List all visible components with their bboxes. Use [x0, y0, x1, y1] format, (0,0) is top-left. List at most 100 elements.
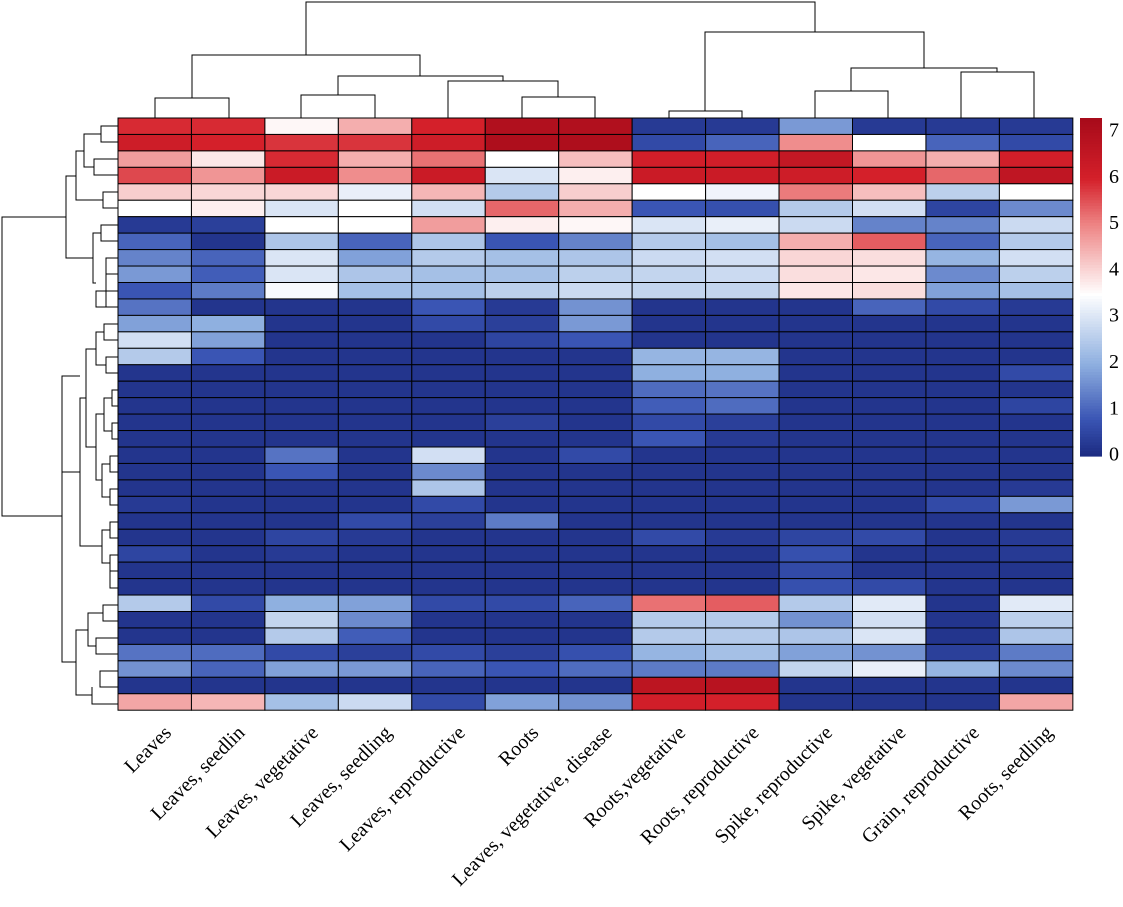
heatmap-cell [117, 528, 192, 547]
heatmap-cell [998, 331, 1074, 349]
heatmap-cell [558, 479, 633, 497]
heatmap-cell [852, 479, 927, 497]
heatmap-cell [558, 446, 633, 464]
colorbar-segment [1080, 233, 1102, 237]
colorbar-segment [1080, 199, 1102, 204]
heatmap-cell [411, 446, 486, 464]
heatmap-cell [190, 512, 266, 530]
colorbar-segment [1080, 250, 1102, 254]
colorbar-segment [1080, 391, 1102, 395]
heatmap-cell [484, 512, 560, 530]
heatmap-cell [631, 462, 707, 481]
heatmap-cell [778, 446, 853, 464]
heatmap-cell [117, 676, 192, 695]
heatmap-cell [778, 331, 853, 349]
heatmap-cell [484, 479, 560, 497]
heatmap-cell [411, 479, 486, 497]
heatmap-cell [264, 627, 339, 645]
colorbar-segment [1080, 157, 1102, 161]
heatmap-cell [337, 676, 413, 695]
heatmap-cell [264, 364, 339, 382]
heatmap-cell [998, 117, 1074, 135]
heatmap-cell [264, 479, 339, 497]
heatmap-cell [631, 430, 707, 448]
colorbar-segment [1080, 126, 1102, 130]
colorbar-tick-label: 7 [1109, 119, 1119, 141]
heatmap-cell [925, 216, 1000, 234]
colorbar-segment [1080, 253, 1102, 257]
heatmap-cell [852, 265, 927, 283]
colorbar-segment [1080, 374, 1102, 378]
heatmap-cell [852, 611, 927, 629]
heatmap-cell [925, 265, 1000, 283]
heatmap-cell [337, 512, 413, 530]
heatmap-cell [925, 594, 1000, 612]
heatmap-cell [925, 479, 1000, 497]
heatmap-cell [998, 611, 1074, 629]
heatmap-cell [852, 594, 927, 612]
colorbar-segment [1080, 334, 1102, 339]
colorbar-segment [1080, 346, 1102, 350]
colorbar-segment [1080, 213, 1102, 218]
heatmap-cell [558, 199, 633, 218]
heatmap-cell [925, 380, 1000, 399]
colorbar-segment [1080, 430, 1102, 435]
colorbar-segment [1080, 402, 1102, 406]
heatmap-cell [705, 364, 780, 382]
heatmap-cell [190, 298, 266, 316]
colorbar-segment [1080, 312, 1102, 316]
heatmap-cell [705, 462, 780, 481]
colorbar-segment [1080, 222, 1102, 226]
heatmap-cell [925, 413, 1000, 432]
heatmap-cell [631, 479, 707, 497]
heatmap-cell [925, 643, 1000, 662]
heatmap-cell [558, 611, 633, 629]
colorbar-segment [1080, 188, 1102, 192]
heatmap-cell [264, 397, 339, 415]
heatmap-cell [117, 347, 192, 366]
heatmap-cell [337, 397, 413, 415]
heatmap-cell [190, 216, 266, 234]
heatmap-cell [998, 397, 1074, 415]
heatmap-cell [778, 594, 853, 612]
colorbar-segment [1080, 120, 1102, 125]
colorbar-segment [1080, 343, 1102, 347]
colorbar-segment [1080, 436, 1102, 440]
colorbar-segment [1080, 241, 1102, 246]
heatmap-cell [264, 298, 339, 316]
heatmap-cell [264, 462, 339, 481]
heatmap-cell [337, 314, 413, 333]
heatmap-cell [484, 627, 560, 645]
heatmap-cell [558, 462, 633, 481]
heatmap-cell [705, 265, 780, 283]
heatmap-cell [778, 611, 853, 629]
colorbar-segment [1080, 208, 1102, 212]
heatmap-cell [631, 397, 707, 415]
colorbar-segment [1080, 332, 1102, 336]
heatmap-cell [264, 643, 339, 662]
heatmap-cell [190, 495, 266, 514]
colorbar-segment [1080, 196, 1102, 201]
colorbar-segment [1080, 453, 1102, 457]
colorbar-tick-label: 6 [1109, 166, 1119, 188]
heatmap-cell [998, 364, 1074, 382]
heatmap-cell [264, 265, 339, 283]
heatmap-cell [411, 413, 486, 432]
heatmap-cell [264, 282, 339, 300]
heatmap-cell [852, 314, 927, 333]
heatmap-cell [705, 430, 780, 448]
heatmap-cell [411, 150, 486, 168]
heatmap-cell [778, 578, 853, 596]
heatmap-cell [190, 183, 266, 201]
heatmap-cell [631, 380, 707, 399]
colorbar-segment [1080, 179, 1102, 184]
heatmap-cell [337, 347, 413, 366]
colorbar-segment [1080, 416, 1102, 420]
heatmap-cell [264, 216, 339, 234]
heatmap-cell [484, 676, 560, 695]
heatmap-cell [337, 594, 413, 612]
heatmap-cell [264, 561, 339, 580]
heatmap-cell [925, 693, 1000, 711]
heatmap-cell [117, 282, 192, 300]
colorbar-segment [1080, 278, 1102, 282]
